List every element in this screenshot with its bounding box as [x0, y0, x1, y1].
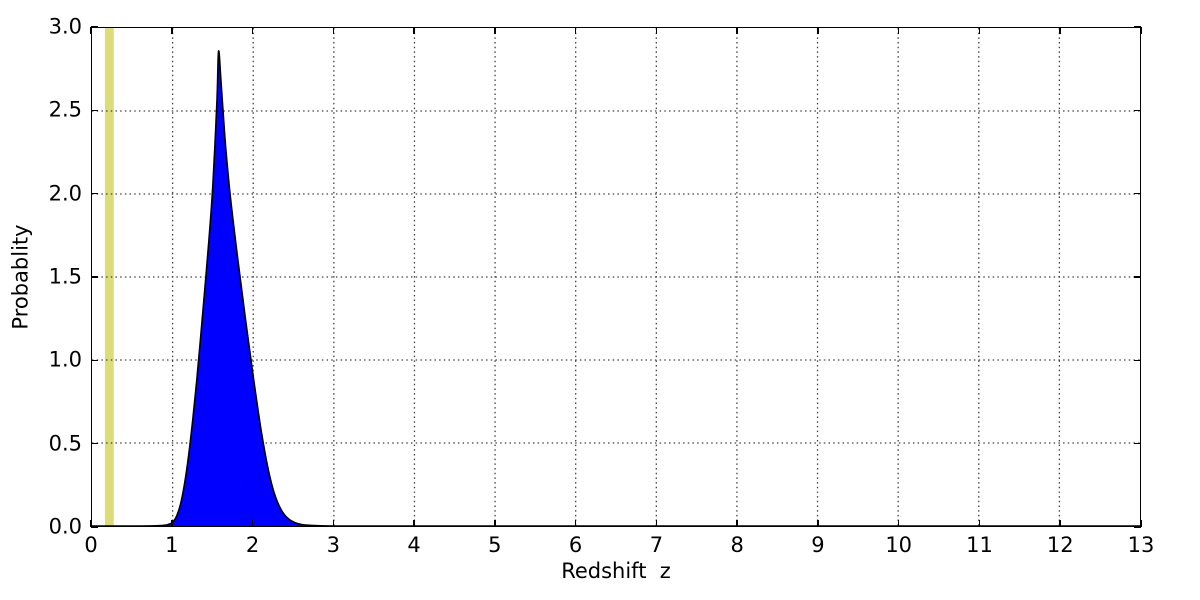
x-tick-mark — [574, 520, 577, 527]
y-tick-mark — [91, 26, 98, 28]
probability-curve-layer — [92, 50, 1140, 526]
x-tick-mark — [413, 520, 415, 527]
y-tick-mark-right — [1134, 26, 1141, 28]
y-tick-label: 0.0 — [48, 514, 82, 539]
x-tick-label: 8 — [730, 533, 744, 557]
y-tick-label: 0.5 — [48, 431, 82, 456]
x-tick-mark — [655, 520, 658, 527]
y-axis-label: Probablity — [8, 224, 33, 330]
pdf-fill — [92, 50, 1140, 526]
x-tick-mark-top — [1140, 27, 1142, 34]
y-tick-mark-right — [1134, 359, 1141, 362]
x-tick-mark — [170, 520, 173, 527]
y-tick-mark — [91, 109, 98, 112]
x-tick-mark — [251, 520, 254, 527]
gridline-layer — [92, 28, 1140, 526]
y-tick-mark — [91, 359, 98, 362]
x-tick-mark-top — [655, 27, 658, 34]
x-tick-mark — [494, 520, 496, 527]
x-tick-mark-top — [413, 27, 415, 34]
x-tick-mark-top — [897, 27, 900, 34]
x-tick-label: 4 — [407, 533, 421, 557]
x-tick-mark — [897, 520, 900, 527]
x-tick-mark-top — [90, 27, 92, 34]
x-tick-mark-top — [978, 27, 981, 34]
x-tick-mark — [1140, 520, 1142, 527]
y-tick-mark-right — [1134, 442, 1141, 445]
pdf-outline — [92, 50, 1140, 526]
y-tick-mark — [91, 442, 98, 445]
x-tick-mark — [978, 520, 981, 527]
x-tick-mark-top — [1059, 27, 1062, 34]
x-tick-label: 12 — [1046, 533, 1074, 557]
x-tick-mark — [90, 520, 92, 527]
x-tick-label: 0 — [84, 533, 98, 557]
x-tick-mark — [817, 520, 819, 527]
spectroscopic-redshift-band — [104, 28, 114, 526]
y-tick-mark — [91, 526, 98, 528]
x-tick-label: 10 — [885, 533, 913, 557]
x-axis-label: Redshift z — [561, 559, 671, 583]
annotation-band-layer — [104, 28, 114, 526]
y-tick-label: 2.0 — [48, 181, 82, 206]
x-tick-mark-top — [251, 27, 254, 34]
x-tick-mark-top — [494, 27, 496, 34]
x-tick-label: 1 — [165, 533, 179, 557]
x-tick-mark-top — [332, 27, 335, 34]
y-tick-mark — [91, 276, 98, 278]
y-tick-label: 2.5 — [48, 97, 82, 122]
x-tick-mark — [332, 520, 335, 527]
y-tick-label: 3.0 — [48, 14, 82, 39]
x-tick-label: 2 — [245, 533, 260, 557]
x-tick-label: 13 — [1127, 533, 1155, 557]
y-tick-mark-right — [1134, 192, 1141, 195]
x-tick-label: 7 — [649, 533, 664, 557]
x-tick-mark-top — [170, 27, 173, 34]
y-tick-mark — [91, 192, 98, 195]
y-tick-mark-right — [1134, 109, 1141, 112]
y-tick-label: 1.0 — [48, 347, 82, 372]
x-tick-mark — [1059, 520, 1062, 527]
y-tick-label: 1.5 — [48, 264, 82, 289]
x-tick-label: 6 — [568, 533, 583, 557]
x-tick-mark-top — [574, 27, 577, 34]
x-tick-label: 5 — [488, 533, 502, 557]
x-tick-label: 3 — [326, 533, 340, 557]
x-tick-mark — [736, 520, 738, 527]
x-tick-mark-top — [736, 27, 738, 34]
plot-area — [91, 27, 1141, 527]
x-tick-mark-top — [817, 27, 819, 34]
x-tick-label: 11 — [966, 533, 993, 557]
x-tick-label: 9 — [811, 533, 825, 557]
y-tick-mark-right — [1134, 276, 1141, 278]
y-tick-mark-right — [1134, 526, 1141, 528]
